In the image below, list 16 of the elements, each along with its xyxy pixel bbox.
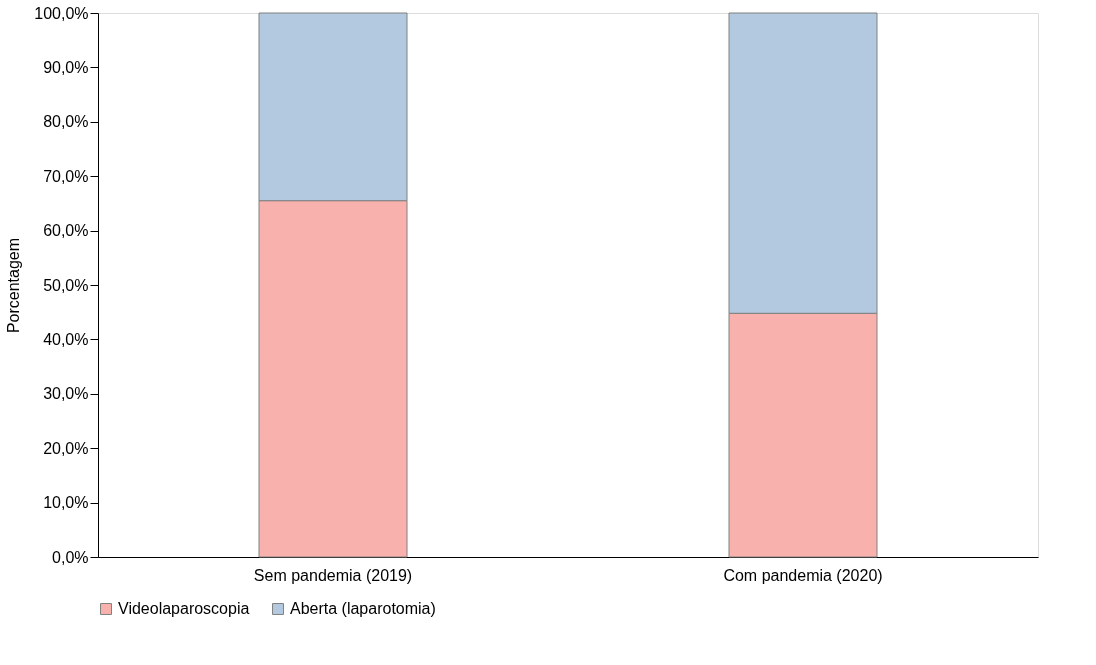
legend-label: Aberta (laparotomia) — [290, 600, 436, 617]
y-tick-label: 0,0% — [52, 548, 89, 566]
y-tick-label: 30,0% — [43, 385, 89, 403]
y-tick-label: 10,0% — [43, 494, 89, 512]
legend-label: Videolaparoscopia — [118, 600, 250, 617]
y-tick-label: 40,0% — [43, 330, 89, 348]
x-tick-label: Com pandemia (2020) — [723, 566, 883, 584]
y-tick-label: 90,0% — [43, 58, 89, 76]
y-tick-label: 50,0% — [43, 276, 89, 294]
y-tick-label: 20,0% — [43, 439, 89, 457]
y-tick-label: 60,0% — [43, 222, 89, 240]
y-tick-label: 70,0% — [43, 167, 89, 185]
y-tick-label: 100,0% — [34, 4, 89, 22]
x-tick-label: Sem pandemia (2019) — [253, 566, 413, 584]
y-axis-title: Porcentagem — [5, 237, 23, 334]
y-tick-label: 80,0% — [43, 113, 89, 131]
